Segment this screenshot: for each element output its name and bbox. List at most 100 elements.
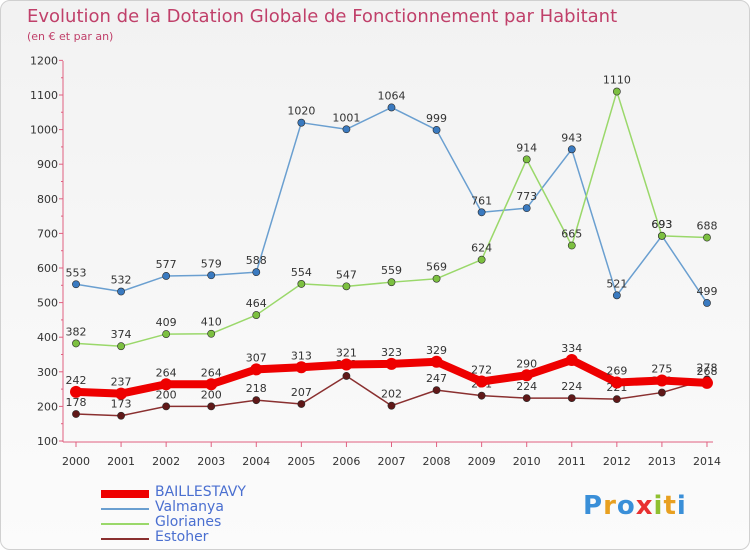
data-point — [72, 280, 80, 289]
data-point — [250, 363, 263, 376]
data-label: 409 — [156, 316, 177, 329]
data-point — [297, 118, 306, 127]
data-point — [297, 400, 306, 408]
data-point — [565, 354, 578, 367]
data-point — [385, 357, 398, 370]
data-label: 577 — [156, 258, 177, 271]
data-label: 553 — [66, 266, 87, 279]
data-point — [430, 355, 443, 368]
series-line-glorianes — [75, 90, 708, 347]
data-point — [567, 241, 576, 250]
data-label: 323 — [381, 346, 402, 359]
data-label: 307 — [246, 351, 267, 364]
data-point — [207, 271, 216, 280]
x-tick-label: 2008 — [423, 455, 451, 468]
x-tick-label: 2005 — [287, 455, 315, 468]
data-point — [342, 125, 351, 134]
legend-label: Estoher — [155, 529, 209, 545]
logo-letter: r — [603, 491, 617, 521]
data-point — [297, 280, 306, 288]
data-label: 275 — [651, 362, 672, 375]
data-label: 761 — [471, 194, 492, 207]
x-tick-label: 2004 — [242, 455, 270, 468]
data-point — [432, 386, 441, 395]
y-tick-label: 500 — [37, 297, 58, 310]
data-label: 624 — [471, 242, 492, 255]
x-tick-label: 2010 — [513, 455, 541, 468]
data-label: 521 — [606, 277, 627, 290]
data-point — [567, 394, 576, 402]
data-label: 579 — [201, 257, 222, 270]
data-point — [567, 145, 576, 154]
data-point — [162, 330, 171, 338]
data-label: 207 — [291, 386, 312, 399]
x-tick-label: 2003 — [197, 455, 225, 468]
data-point — [162, 402, 171, 411]
x-tick-label: 2011 — [558, 455, 586, 468]
data-label: 313 — [291, 349, 312, 362]
data-point — [610, 376, 623, 389]
x-tick-label: 2002 — [152, 455, 180, 468]
y-tick-label: 1100 — [30, 89, 58, 102]
data-label: 588 — [246, 254, 267, 267]
logo-letter: i — [676, 491, 687, 521]
data-label: 268 — [696, 365, 717, 378]
y-tick-label: 1200 — [30, 54, 58, 67]
data-label: 202 — [381, 388, 402, 401]
data-label: 224 — [516, 380, 537, 393]
logo-letter: x — [635, 491, 654, 521]
x-tick-label: 2007 — [377, 455, 405, 468]
data-label: 499 — [696, 285, 717, 298]
data-label: 321 — [336, 347, 357, 360]
data-label: 242 — [66, 374, 87, 387]
data-label: 464 — [246, 297, 267, 310]
y-tick-label: 900 — [37, 158, 58, 171]
y-tick-label: 100 — [37, 435, 58, 448]
logo-letter: t — [663, 491, 677, 521]
chart-subtitle: (en € et par an) — [27, 30, 114, 43]
data-label: 264 — [156, 366, 177, 379]
data-point — [342, 282, 351, 291]
data-point — [432, 126, 441, 134]
data-point — [522, 204, 531, 213]
data-label: 547 — [336, 268, 357, 281]
data-label: 173 — [111, 398, 132, 411]
data-label: 382 — [66, 325, 87, 338]
data-point — [117, 342, 125, 351]
y-tick-label: 800 — [37, 193, 58, 206]
data-point — [207, 402, 216, 411]
legend-swatch — [101, 490, 149, 498]
data-point — [612, 395, 621, 404]
x-tick-label: 2000 — [62, 455, 90, 468]
legend-item-glorianes: Glorianes — [101, 514, 321, 532]
data-point — [658, 388, 666, 397]
data-point — [160, 378, 173, 391]
data-label: 374 — [111, 328, 132, 341]
data-point — [295, 361, 308, 374]
x-tick-label: 2006 — [332, 455, 360, 468]
data-label: 290 — [516, 357, 537, 370]
data-point — [162, 272, 171, 280]
data-point — [477, 255, 486, 264]
data-point — [72, 410, 80, 418]
x-tick-label: 2012 — [603, 455, 631, 468]
data-label: 329 — [426, 344, 447, 357]
data-point — [703, 299, 711, 307]
data-label: 200 — [201, 388, 222, 401]
legend-label: Glorianes — [155, 514, 222, 530]
x-tick-label: 2013 — [648, 455, 676, 468]
data-point — [115, 387, 128, 400]
data-point — [252, 311, 261, 319]
legend-item-valmanya: Valmanya — [101, 499, 321, 517]
data-label: 559 — [381, 264, 402, 277]
y-tick-label: 300 — [37, 366, 58, 379]
data-label: 569 — [426, 261, 447, 274]
data-point — [72, 339, 80, 348]
data-point — [252, 396, 261, 405]
data-point — [387, 103, 396, 112]
legend-item-estoher: Estoher — [101, 529, 321, 547]
data-label: 1064 — [377, 89, 405, 102]
legend-label: BAILLESTAVY — [155, 484, 246, 500]
data-point — [340, 358, 353, 371]
